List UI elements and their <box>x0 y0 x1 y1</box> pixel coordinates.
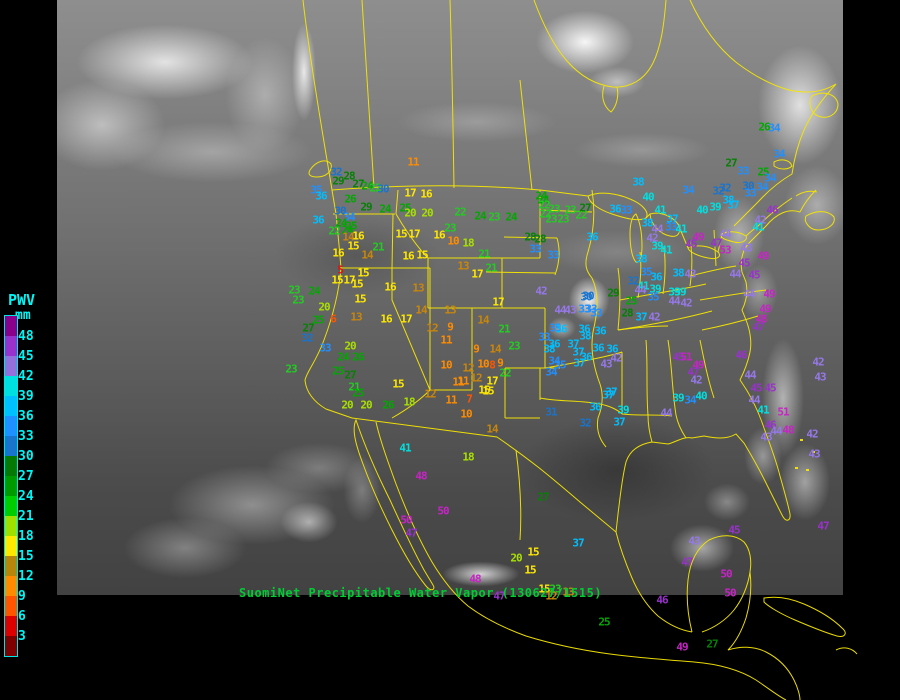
legend-swatch <box>5 376 17 396</box>
legend-tick-label: 27 <box>18 469 34 484</box>
legend-swatch <box>5 616 17 636</box>
legend-swatch <box>5 316 17 336</box>
legend-tick-label: 6 <box>18 609 26 624</box>
legend-title: PWV <box>8 291 36 309</box>
legend-units: mm <box>15 308 31 323</box>
legend-swatch <box>5 636 17 656</box>
legend-swatch <box>5 396 17 416</box>
legend-swatch <box>5 536 17 556</box>
legend-swatch <box>5 336 17 356</box>
station-value: 46 <box>656 593 668 607</box>
legend-tick-label: 48 <box>18 329 34 344</box>
legend-tick-label: 18 <box>18 529 34 544</box>
legend-tick-label: 24 <box>18 489 34 504</box>
legend-tick-label: 45 <box>18 349 34 364</box>
image-caption: SuomiNet Precipitable Water Vapor (13062… <box>239 586 603 600</box>
legend-tick-label: 36 <box>18 409 34 424</box>
legend-tick-label: 39 <box>18 389 34 404</box>
legend-color-scale <box>4 315 18 657</box>
legend-tick-label: 15 <box>18 549 34 564</box>
pwv-legend: PWV mm 48 45 42 39 36 33 30 27 24 21 18 15 12 9 6 3 <box>0 0 57 700</box>
station-value: 27 <box>706 637 718 651</box>
legend-swatch <box>5 496 17 516</box>
legend-swatch <box>5 516 17 536</box>
legend-swatch <box>5 596 17 616</box>
legend-tick-label: 21 <box>18 509 34 524</box>
legend-swatch <box>5 436 17 456</box>
legend-swatch <box>5 356 17 376</box>
legend-tick-label: 42 <box>18 369 34 384</box>
satellite-image <box>57 0 843 595</box>
legend-swatch <box>5 556 17 576</box>
legend-tick-label: 9 <box>18 589 26 604</box>
legend-swatch <box>5 576 17 596</box>
legend-tick-label: 30 <box>18 449 34 464</box>
legend-tick-label: 3 <box>18 629 26 644</box>
legend-tick-label: 33 <box>18 429 34 444</box>
legend-swatch <box>5 416 17 436</box>
legend-swatch <box>5 476 17 496</box>
station-value: 49 <box>676 640 688 654</box>
legend-tick-label: 12 <box>18 569 34 584</box>
cuba-islands <box>763 596 858 655</box>
legend-swatch <box>5 456 17 476</box>
station-value: 25 <box>598 615 610 629</box>
